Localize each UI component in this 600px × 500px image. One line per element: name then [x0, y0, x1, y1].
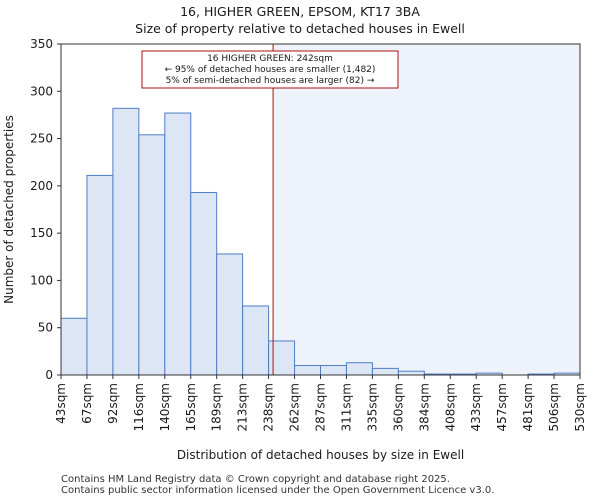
- x-tick-label: 92sqm: [106, 383, 120, 424]
- x-tick-label: 238sqm: [262, 383, 276, 431]
- x-tick-label: 43sqm: [54, 383, 68, 424]
- x-tick-label: 287sqm: [314, 383, 328, 431]
- bar-287sqm: [320, 365, 347, 376]
- annotation-line-2: ← 95% of detached houses are smaller (1,…: [165, 65, 376, 75]
- x-tick-label: 116sqm: [132, 383, 146, 431]
- bar-140sqm: [164, 112, 192, 376]
- highlight-region: [273, 44, 580, 375]
- y-axis: 0 50 100 150 200 250 300 350: [30, 37, 61, 382]
- footer-line-2: Contains public sector information licen…: [61, 485, 495, 496]
- y-tick-label: 300: [30, 84, 53, 98]
- x-tick-label: 457sqm: [495, 383, 509, 431]
- bar-262sqm: [294, 365, 321, 376]
- y-tick-label: 350: [30, 37, 53, 51]
- x-tick-label: 408sqm: [443, 383, 457, 431]
- y-tick-label: 0: [45, 368, 53, 382]
- y-axis-label: Number of detached properties: [2, 115, 16, 304]
- x-tick-label: 311sqm: [339, 383, 353, 431]
- x-tick-label: 67sqm: [80, 383, 94, 424]
- bar-189sqm: [216, 253, 244, 376]
- bar-116sqm: [138, 134, 166, 376]
- x-tick-label: 140sqm: [158, 383, 172, 431]
- x-tick-label: 530sqm: [573, 383, 587, 431]
- annotation-line-3: 5% of semi-detached houses are larger (8…: [166, 76, 375, 86]
- x-tick-label: 213sqm: [236, 383, 250, 431]
- x-tick-label: 481sqm: [521, 383, 535, 431]
- bar-165sqm: [190, 191, 218, 376]
- x-tick-label: 165sqm: [184, 383, 198, 431]
- bar-92sqm: [112, 107, 140, 376]
- bar-43sqm: [60, 317, 88, 376]
- y-tick-label: 250: [30, 132, 53, 146]
- y-tick-label: 200: [30, 179, 53, 193]
- x-axis: 43sqm 67sqm 92sqm 116sqm 140sqm 165sqm 189sqm 2…: [54, 375, 587, 431]
- y-tick-label: 50: [38, 321, 53, 335]
- y-tick-label: 100: [30, 273, 53, 287]
- y-tick-label: 150: [30, 226, 53, 240]
- x-tick-label: 384sqm: [417, 383, 431, 431]
- chart-title: 16, HIGHER GREEN, EPSOM, KT17 3BA: [180, 4, 420, 19]
- footer-line-1: Contains HM Land Registry data © Crown c…: [61, 474, 450, 485]
- x-axis-label: Distribution of detached houses by size …: [177, 448, 464, 462]
- bar-213sqm: [242, 305, 270, 376]
- bar-311sqm: [345, 362, 373, 376]
- x-tick-label: 433sqm: [469, 383, 483, 431]
- bar-67sqm: [86, 174, 114, 376]
- annotation-box: 16 HIGHER GREEN: 242sqm ← 95% of detache…: [141, 50, 399, 89]
- x-tick-label: 189sqm: [210, 383, 224, 431]
- bar-335sqm: [371, 367, 399, 376]
- x-tick-label: 360sqm: [391, 383, 405, 431]
- chart-subtitle: Size of property relative to detached ho…: [135, 21, 465, 36]
- annotation-line-1: 16 HIGHER GREEN: 242sqm: [207, 54, 333, 64]
- x-tick-label: 335sqm: [365, 383, 379, 431]
- bar-360sqm: [397, 370, 425, 376]
- x-tick-label: 506sqm: [547, 383, 561, 431]
- bar-238sqm: [268, 340, 296, 376]
- x-tick-label: 262sqm: [288, 383, 302, 431]
